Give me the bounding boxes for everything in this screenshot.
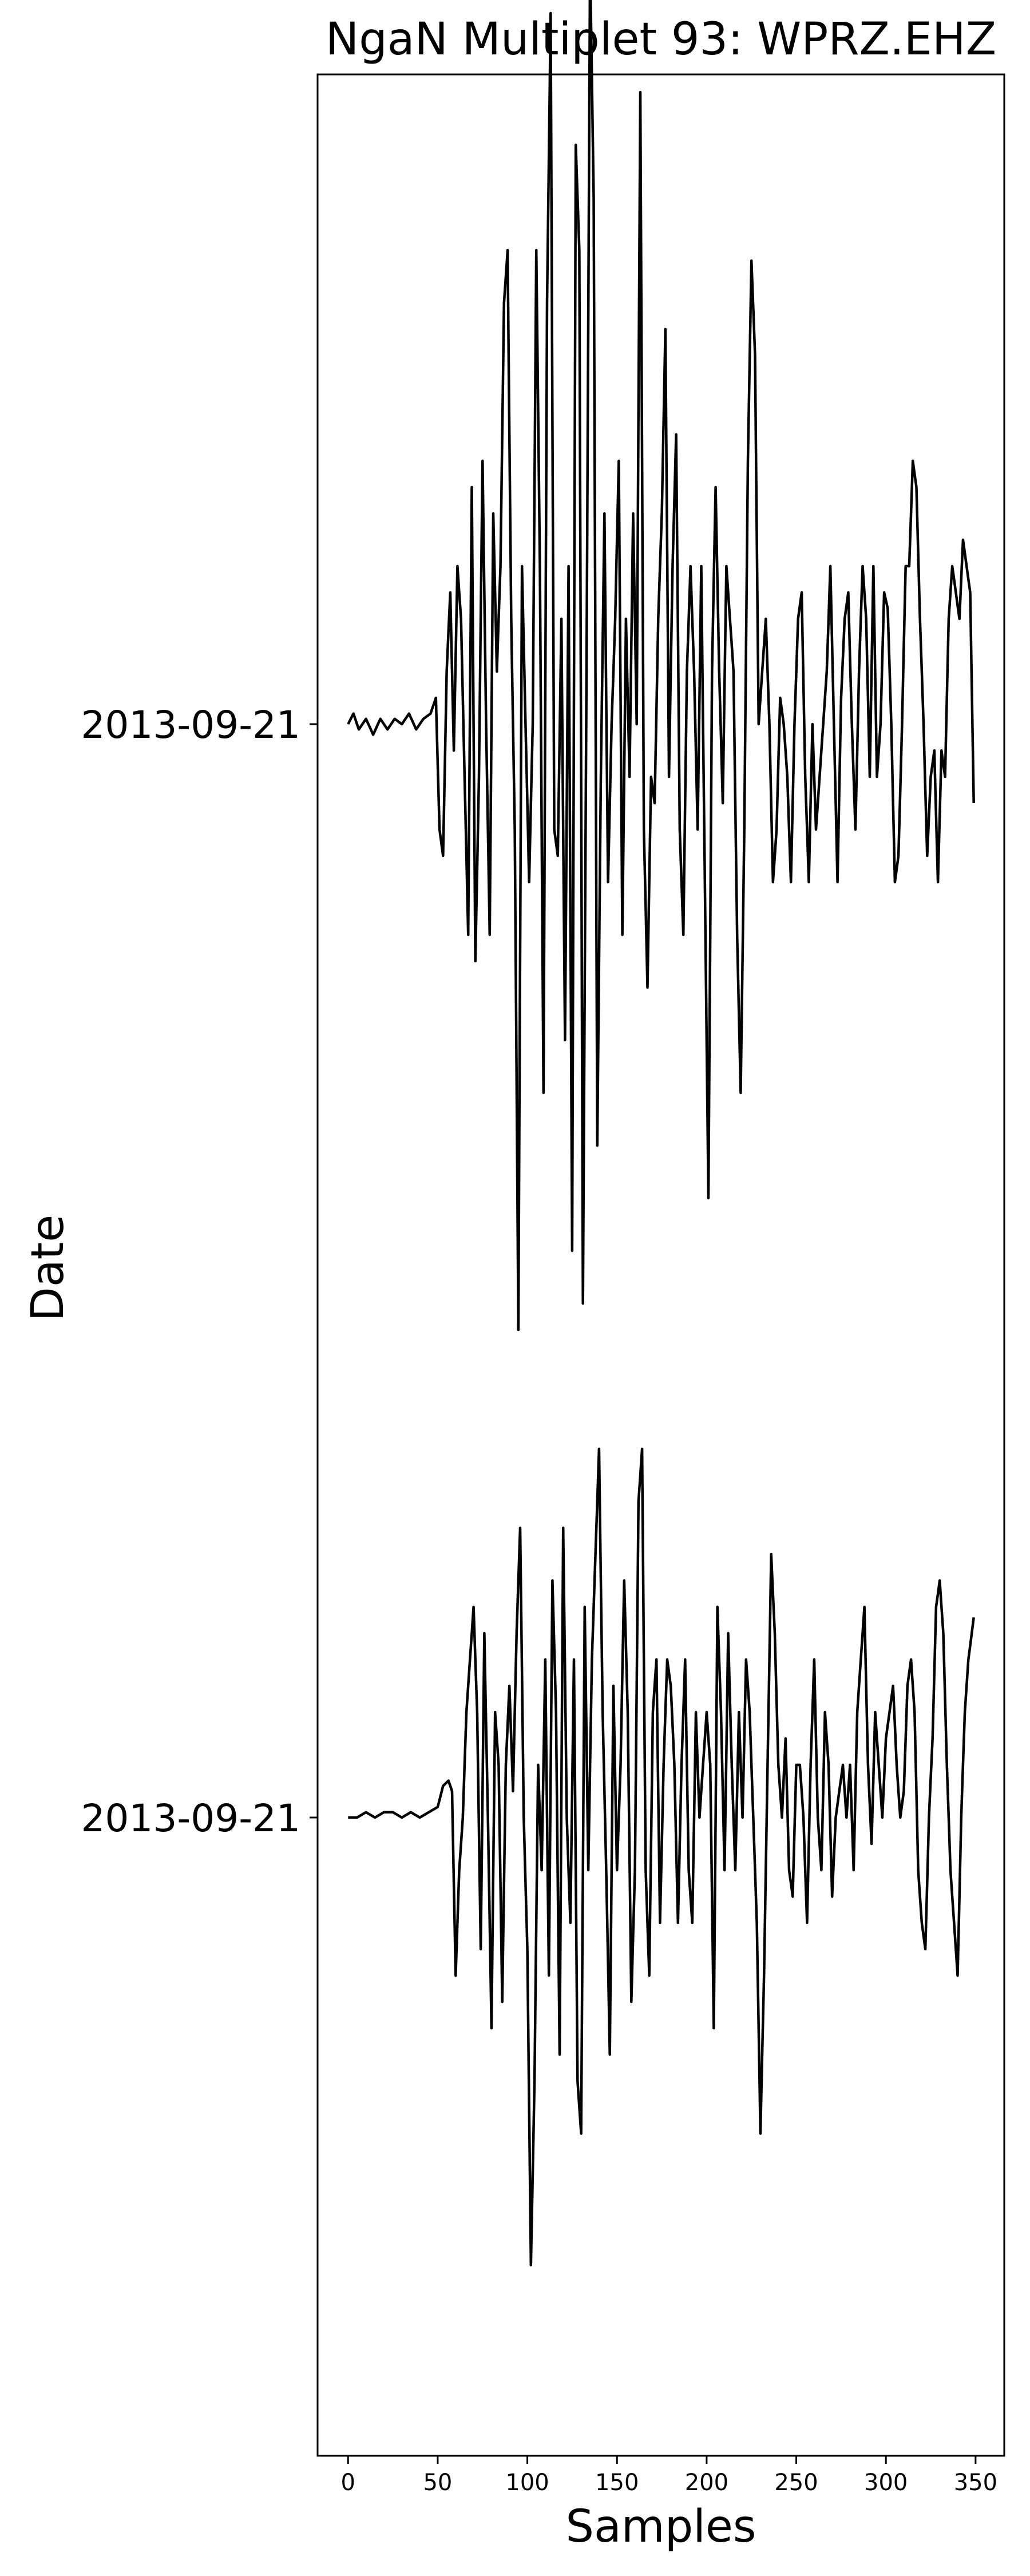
x-tick-label: 350 <box>954 2470 997 2496</box>
y-tick-label: 2013-09-21 <box>81 703 300 747</box>
plot-frame <box>316 73 1005 2457</box>
x-tick-label: 0 <box>341 2470 355 2496</box>
y-axis-label: Date <box>22 1215 74 1321</box>
x-axis-label: Samples <box>565 2501 756 2553</box>
x-tick-label: 250 <box>774 2470 818 2496</box>
waveform-trace-1 <box>347 0 975 1332</box>
x-tick-label: 200 <box>685 2470 728 2496</box>
y-tick-label: 2013-09-21 <box>81 1796 300 1840</box>
y-axis: 2013-09-21 2013-09-21 <box>81 703 318 1840</box>
x-tick-label: 50 <box>423 2470 452 2496</box>
x-axis: 0 50 100 150 200 250 300 350 <box>341 2456 997 2496</box>
waveform-trace-2 <box>348 1447 975 2267</box>
x-tick-label: 100 <box>505 2470 549 2496</box>
x-tick-label: 150 <box>595 2470 639 2496</box>
plot-area <box>347 0 975 2267</box>
chart-title: NgaN Multiplet 93: WPRZ.EHZ <box>326 14 996 65</box>
x-tick-label: 300 <box>864 2470 908 2496</box>
